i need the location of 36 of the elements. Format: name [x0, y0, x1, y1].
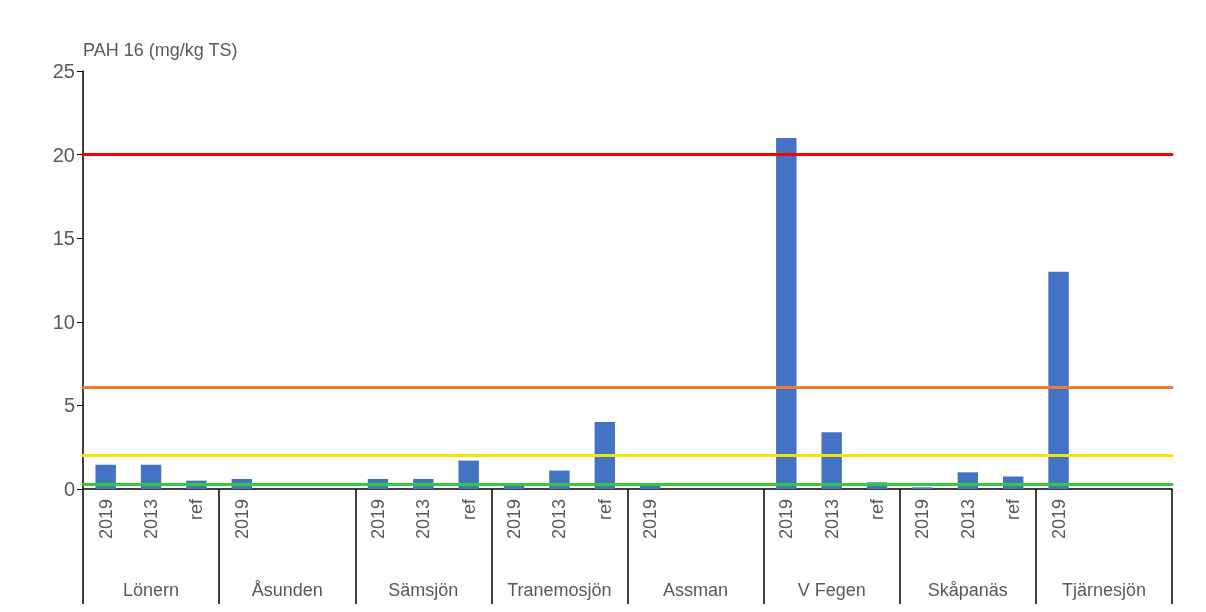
- x-tick-label: 2019: [95, 499, 116, 540]
- text: Lönern: [123, 580, 180, 600]
- x-tick-label: 2019: [367, 499, 388, 540]
- bar: [776, 137, 797, 489]
- y-tick-label: 15: [52, 227, 75, 250]
- x-tick-label: ref: [458, 498, 479, 521]
- text: V Fegen: [797, 580, 866, 600]
- y-tick-label: 0: [63, 478, 75, 500]
- x-tick-label: 2019: [1048, 499, 1069, 540]
- x-tick-label: 2013: [413, 499, 434, 540]
- x-tick-label: ref: [1003, 498, 1024, 521]
- x-tick-label: 2013: [549, 499, 570, 540]
- x-tick-label: 2019: [231, 499, 252, 540]
- x-tick-label: 2019: [912, 499, 933, 540]
- y-tick-label: 10: [52, 310, 75, 333]
- bar: [1048, 271, 1069, 489]
- x-tick-label: 2019: [504, 499, 525, 540]
- x-tick-label: 2019: [640, 499, 661, 540]
- x-tick-label: ref: [867, 498, 888, 521]
- x-tick-label: 2019: [776, 499, 797, 540]
- x-tick-label: 2013: [957, 499, 978, 540]
- text: Åsunden: [251, 580, 323, 600]
- text: Assman: [663, 580, 729, 600]
- y-tick-label: 5: [63, 394, 75, 417]
- text: Tjärnesjön: [1061, 580, 1146, 600]
- y-axis-title: PAH 16 (mg/kg TS): [83, 40, 238, 60]
- text: Sämsjön: [388, 580, 459, 600]
- x-tick-label: 2013: [141, 499, 162, 540]
- y-tick-label: 20: [52, 143, 75, 166]
- text: Tranemosjön: [507, 580, 612, 600]
- y-tick-label: 25: [52, 60, 75, 82]
- text: Skåpanäs: [927, 580, 1008, 600]
- x-tick-label: ref: [186, 498, 207, 521]
- x-tick-label: ref: [594, 498, 615, 521]
- bar: [821, 432, 842, 489]
- x-tick-label: 2013: [821, 499, 842, 540]
